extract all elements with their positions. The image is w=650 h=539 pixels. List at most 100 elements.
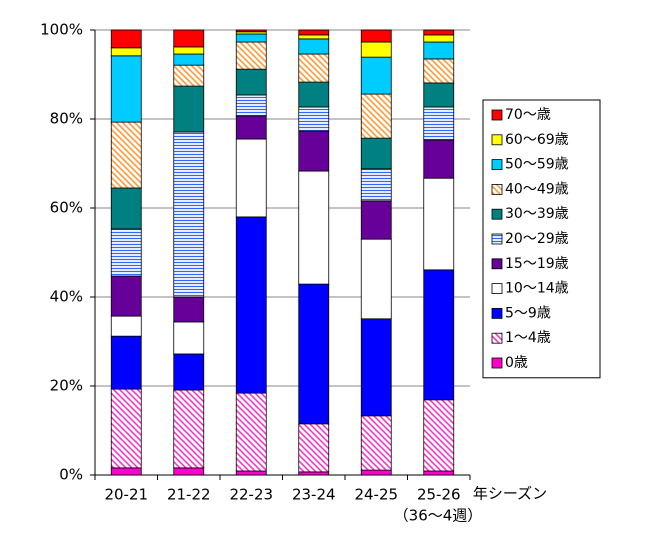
bar-segment (423, 41, 455, 60)
bar-segment (360, 200, 392, 240)
x-tick-label: 22-23 (229, 486, 273, 504)
bar-segment (110, 275, 142, 317)
bar-segment (423, 470, 455, 476)
bar-segment (360, 469, 392, 476)
bar-segment (110, 47, 142, 57)
bar-segment (298, 53, 330, 83)
bar-segment (110, 187, 142, 230)
bar-segment (235, 216, 267, 394)
bar-segment (298, 130, 330, 172)
bar-segment (360, 29, 392, 43)
bar-segment (298, 283, 330, 425)
legend-label: 60～69歳 (505, 132, 569, 148)
legend-swatch (491, 208, 503, 220)
legend-box (482, 99, 601, 379)
bar-segment (110, 315, 142, 337)
legend-label: 20～29歳 (505, 231, 569, 247)
bar-segment (110, 228, 142, 277)
y-tick-label: 40% (50, 288, 83, 306)
y-tick-label: 100% (40, 21, 83, 39)
legend-swatch (491, 134, 503, 146)
x-tick-label: 20-21 (104, 486, 148, 504)
bar-segment (110, 121, 142, 189)
legend-label: 0歳 (505, 355, 528, 371)
bar-segment (235, 470, 267, 476)
bar-segment (298, 106, 330, 132)
x-tick-label: 21-22 (167, 486, 211, 504)
bar-segment (173, 389, 205, 469)
bar-segment (423, 34, 455, 43)
bar-segment (110, 335, 142, 390)
legend-label: 15～19歳 (505, 256, 569, 272)
legend-label: 30～39歳 (505, 206, 569, 222)
bar-segment (173, 46, 205, 55)
legend-swatch (491, 283, 503, 295)
legend-swatch (491, 183, 503, 195)
bar-segment (235, 29, 267, 33)
legend-label: 5～9歳 (505, 305, 551, 321)
legend: 70～歳 60～69歳 50～59歳 40～49歳 30～39歳 20～29歳 15～19歳… (482, 99, 601, 379)
bar-segment (360, 137, 392, 170)
bar-segment (173, 53, 205, 66)
y-tick-label: 20% (50, 377, 83, 395)
bar-segment (235, 115, 267, 140)
legend-swatch (491, 332, 503, 344)
bar-segment (173, 29, 205, 48)
bar-segment (110, 388, 142, 469)
legend-swatch (491, 109, 503, 121)
bar-segment (235, 33, 267, 43)
bar-segment (235, 94, 267, 117)
bar-segment (423, 106, 455, 141)
bar-segment (423, 82, 455, 108)
bar-segment (423, 177, 455, 271)
bar-segment (298, 81, 330, 108)
y-tick-label: 60% (50, 199, 83, 217)
bar-segment (110, 55, 142, 123)
legend-swatch (491, 159, 503, 171)
y-tick-label: 80% (50, 110, 83, 128)
bar-segment (235, 68, 267, 96)
bar-segment (423, 269, 455, 401)
bar-segment (360, 415, 392, 471)
bar-segment (173, 353, 205, 391)
y-tick-label: 0% (59, 466, 83, 484)
bar-segment (235, 392, 267, 472)
bar-segment (298, 170, 330, 285)
legend-swatch (491, 357, 503, 369)
x-tick-label: 25-26 (417, 486, 461, 504)
bar-segment (298, 34, 330, 40)
bar-segment (360, 318, 392, 417)
bar-segment (423, 29, 455, 36)
legend-swatch (491, 307, 503, 319)
bar-segment (298, 423, 330, 473)
bar-segment (110, 29, 142, 49)
bar-segment (235, 138, 267, 218)
bar-segment (360, 238, 392, 320)
bar-segment (298, 471, 330, 476)
x-note: （36～4週） (394, 507, 483, 525)
bar-segment (235, 41, 267, 70)
legend-label: 70～歳 (505, 107, 551, 123)
legend-swatch (491, 258, 503, 270)
bar-segment (360, 168, 392, 202)
bar-segment (423, 399, 455, 472)
bar-segment (173, 296, 205, 323)
x-axis-label: 年シーズン (473, 485, 547, 503)
bar-segment (360, 93, 392, 139)
x-tick-label: 23-24 (292, 486, 336, 504)
bar-segment (173, 467, 205, 476)
bar-segment (360, 56, 392, 95)
legend-swatch (491, 233, 503, 245)
legend-label: 40～49歳 (505, 181, 569, 197)
x-tick-label: 24-25 (354, 486, 398, 504)
bar-segment (173, 321, 205, 355)
bar-segment (173, 131, 205, 298)
bar-segment (173, 64, 205, 87)
bar-segment (423, 139, 455, 179)
bar-segment (298, 29, 330, 36)
legend-label: 10～14歳 (505, 281, 569, 297)
bar-segment (298, 38, 330, 55)
bar-segment (173, 85, 205, 133)
bar-segment (423, 58, 455, 84)
